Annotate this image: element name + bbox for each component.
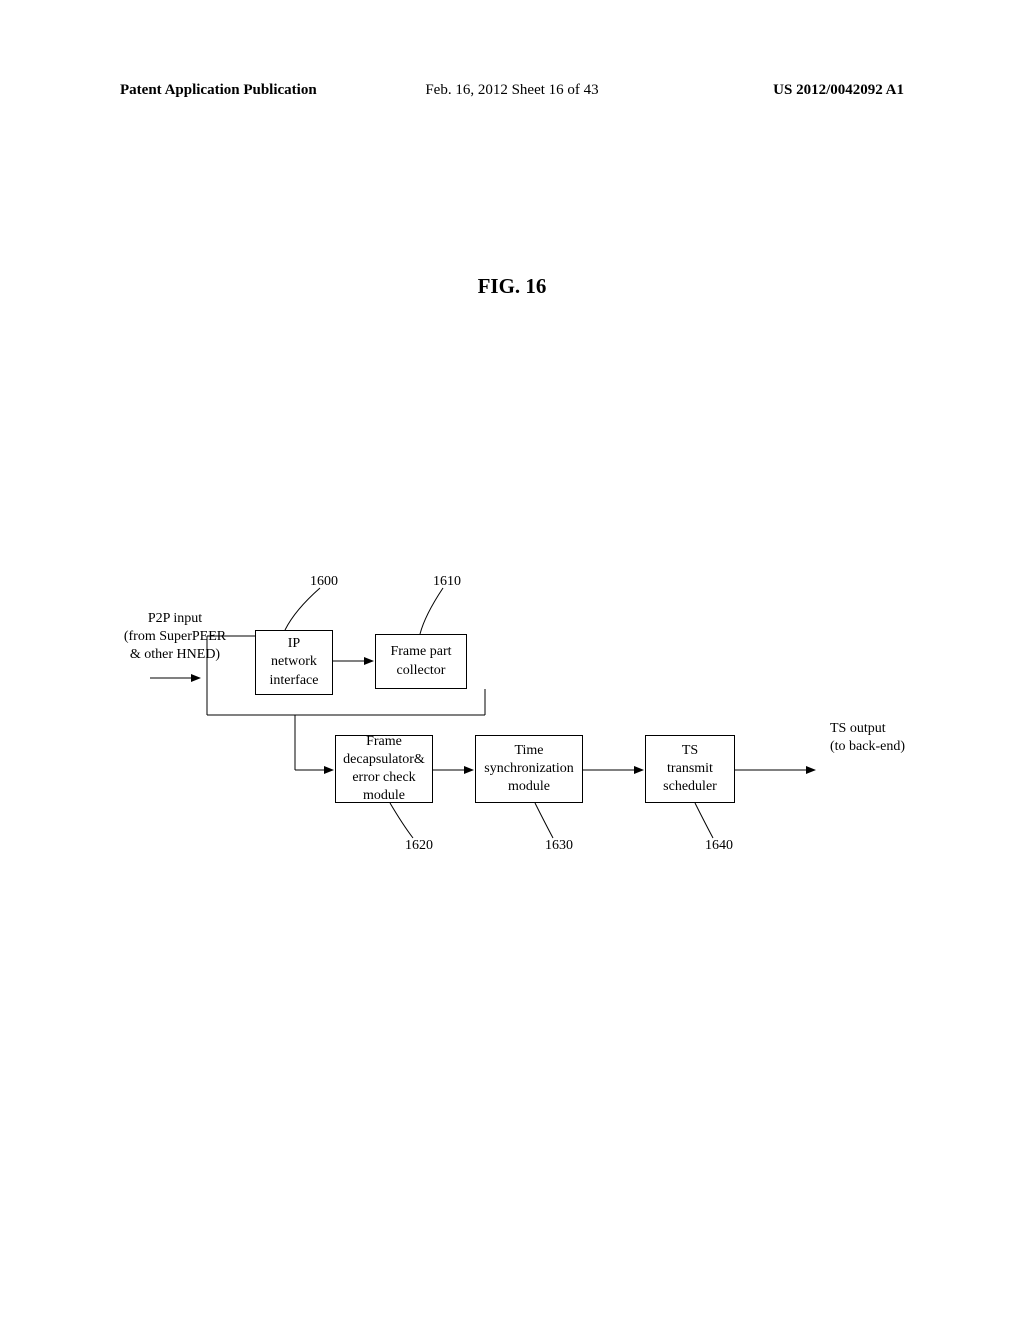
p2p-input-label: P2P input (from SuperPEER & other HNED) xyxy=(105,610,245,665)
header-left: Patent Application Publication xyxy=(120,82,317,99)
ip-network-label: IP network interface xyxy=(270,635,319,690)
ts-output-label: TS output (to back-end) xyxy=(830,720,930,756)
ref-1600: 1600 xyxy=(310,574,338,590)
header-right: US 2012/0042092 A1 xyxy=(773,82,904,99)
frame-collector-label: Frame part collector xyxy=(390,643,451,679)
ts-output-text: TS output (to back-end) xyxy=(830,721,905,754)
ref-1610: 1610 xyxy=(433,574,461,590)
p2p-input-text: P2P input (from SuperPEER & other HNED) xyxy=(124,611,226,662)
header-center: Feb. 16, 2012 Sheet 16 of 43 xyxy=(425,82,598,99)
ref-1640: 1640 xyxy=(705,838,733,854)
page-header: Patent Application Publication Feb. 16, … xyxy=(0,82,1024,99)
frame-collector-box: Frame part collector xyxy=(375,634,467,689)
time-sync-box: Time synchronization module xyxy=(475,735,583,803)
frame-decap-box: Frame decapsulator& error check module xyxy=(335,735,433,803)
ts-scheduler-label: TS transmit scheduler xyxy=(663,742,717,797)
ref-1630: 1630 xyxy=(545,838,573,854)
ip-network-box: IP network interface xyxy=(255,630,333,695)
time-sync-label: Time synchronization module xyxy=(484,742,573,797)
ref-1620: 1620 xyxy=(405,838,433,854)
figure-title: FIG. 16 xyxy=(478,274,547,299)
frame-decap-label: Frame decapsulator& error check module xyxy=(343,733,425,806)
block-diagram: P2P input (from SuperPEER & other HNED) … xyxy=(115,560,915,840)
ts-scheduler-box: TS transmit scheduler xyxy=(645,735,735,803)
